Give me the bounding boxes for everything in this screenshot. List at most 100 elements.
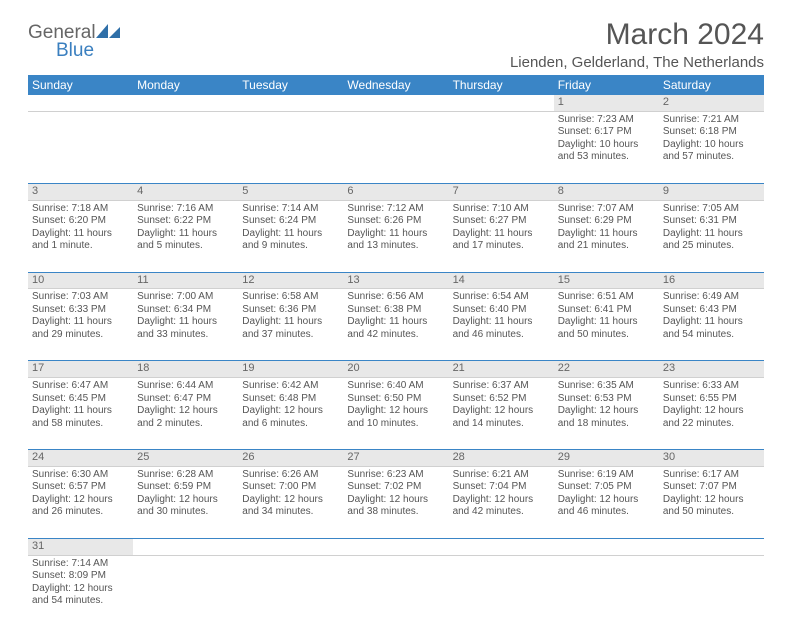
day-number: 27 [343,450,448,467]
daylight-text: Daylight: 11 hours and 33 minutes. [137,316,234,341]
day-number: 19 [238,361,343,378]
sunrise-text: Sunrise: 6:56 AM [347,291,444,304]
sunrise-text: Sunrise: 6:26 AM [242,469,339,482]
daynum-row: 12 [28,95,764,111]
day-cell [449,111,554,183]
daynum-row: 31 [28,538,764,555]
daylight-text: Daylight: 12 hours and 54 minutes. [32,583,129,608]
day-cell: Sunrise: 7:18 AMSunset: 6:20 PMDaylight:… [28,200,133,272]
content-row: Sunrise: 6:30 AMSunset: 6:57 PMDaylight:… [28,466,764,538]
sunrise-text: Sunrise: 6:51 AM [558,291,655,304]
sunset-text: Sunset: 6:53 PM [558,393,655,406]
daylight-text: Daylight: 12 hours and 46 minutes. [558,494,655,519]
calendar-table: Sunday Monday Tuesday Wednesday Thursday… [28,75,764,627]
sunrise-text: Sunrise: 7:23 AM [558,114,655,127]
title-block: March 2024 Lienden, Gelderland, The Neth… [510,18,764,71]
sail-icon [96,24,122,40]
day-cell: Sunrise: 6:21 AMSunset: 7:04 PMDaylight:… [449,466,554,538]
day-number: 16 [659,272,764,289]
sunset-text: Sunset: 6:26 PM [347,215,444,228]
sunrise-text: Sunrise: 7:16 AM [137,203,234,216]
sunrise-text: Sunrise: 7:10 AM [453,203,550,216]
sunset-text: Sunset: 6:40 PM [453,304,550,317]
day-cell: Sunrise: 6:17 AMSunset: 7:07 PMDaylight:… [659,466,764,538]
day-cell [449,555,554,627]
sunset-text: Sunset: 6:45 PM [32,393,129,406]
sunset-text: Sunset: 6:47 PM [137,393,234,406]
sunrise-text: Sunrise: 6:28 AM [137,469,234,482]
day-number [659,538,764,555]
header: General Blue March 2024 Lienden, Gelderl… [28,18,764,71]
daylight-text: Daylight: 11 hours and 1 minute. [32,228,129,253]
day-number: 25 [133,450,238,467]
day-cell: Sunrise: 7:07 AMSunset: 6:29 PMDaylight:… [554,200,659,272]
day-number: 8 [554,183,659,200]
sunset-text: Sunset: 6:38 PM [347,304,444,317]
sunset-text: Sunset: 6:22 PM [137,215,234,228]
weekday-header-row: Sunday Monday Tuesday Wednesday Thursday… [28,75,764,95]
sunrise-text: Sunrise: 6:30 AM [32,469,129,482]
sunrise-text: Sunrise: 6:47 AM [32,380,129,393]
daylight-text: Daylight: 11 hours and 29 minutes. [32,316,129,341]
daylight-text: Daylight: 12 hours and 30 minutes. [137,494,234,519]
sunrise-text: Sunrise: 7:12 AM [347,203,444,216]
sunset-text: Sunset: 6:34 PM [137,304,234,317]
daylight-text: Daylight: 12 hours and 38 minutes. [347,494,444,519]
daylight-text: Daylight: 11 hours and 17 minutes. [453,228,550,253]
day-number [449,95,554,111]
daylight-text: Daylight: 12 hours and 26 minutes. [32,494,129,519]
day-cell: Sunrise: 7:05 AMSunset: 6:31 PMDaylight:… [659,200,764,272]
sunset-text: Sunset: 6:33 PM [32,304,129,317]
daylight-text: Daylight: 12 hours and 42 minutes. [453,494,550,519]
daylight-text: Daylight: 12 hours and 34 minutes. [242,494,339,519]
sunset-text: Sunset: 6:52 PM [453,393,550,406]
daylight-text: Daylight: 10 hours and 57 minutes. [663,139,760,164]
day-cell: Sunrise: 6:56 AMSunset: 6:38 PMDaylight:… [343,289,448,361]
day-number [238,95,343,111]
weekday-header: Sunday [28,75,133,95]
sunset-text: Sunset: 6:43 PM [663,304,760,317]
daylight-text: Daylight: 12 hours and 2 minutes. [137,405,234,430]
day-number: 26 [238,450,343,467]
daylight-text: Daylight: 11 hours and 21 minutes. [558,228,655,253]
day-number [28,95,133,111]
sunset-text: Sunset: 6:27 PM [453,215,550,228]
sunset-text: Sunset: 6:18 PM [663,126,760,139]
day-cell [659,555,764,627]
day-cell: Sunrise: 6:47 AMSunset: 6:45 PMDaylight:… [28,378,133,450]
sunset-text: Sunset: 6:41 PM [558,304,655,317]
sunrise-text: Sunrise: 7:14 AM [32,558,129,571]
sunset-text: Sunset: 6:55 PM [663,393,760,406]
day-number: 23 [659,361,764,378]
sunset-text: Sunset: 6:17 PM [558,126,655,139]
day-cell: Sunrise: 6:58 AMSunset: 6:36 PMDaylight:… [238,289,343,361]
sunset-text: Sunset: 6:57 PM [32,481,129,494]
sunset-text: Sunset: 8:09 PM [32,570,129,583]
day-number: 15 [554,272,659,289]
day-number: 17 [28,361,133,378]
content-row: Sunrise: 7:18 AMSunset: 6:20 PMDaylight:… [28,200,764,272]
sunrise-text: Sunrise: 6:49 AM [663,291,760,304]
sunrise-text: Sunrise: 7:18 AM [32,203,129,216]
day-number: 5 [238,183,343,200]
sunrise-text: Sunrise: 7:21 AM [663,114,760,127]
sunrise-text: Sunrise: 7:07 AM [558,203,655,216]
daylight-text: Daylight: 11 hours and 9 minutes. [242,228,339,253]
day-cell [133,555,238,627]
day-number [343,538,448,555]
sunrise-text: Sunrise: 7:05 AM [663,203,760,216]
day-number: 14 [449,272,554,289]
day-cell: Sunrise: 6:44 AMSunset: 6:47 PMDaylight:… [133,378,238,450]
day-cell: Sunrise: 7:00 AMSunset: 6:34 PMDaylight:… [133,289,238,361]
day-number [133,538,238,555]
weekday-header: Tuesday [238,75,343,95]
content-row: Sunrise: 7:14 AMSunset: 8:09 PMDaylight:… [28,555,764,627]
daylight-text: Daylight: 10 hours and 53 minutes. [558,139,655,164]
daylight-text: Daylight: 11 hours and 42 minutes. [347,316,444,341]
day-number: 31 [28,538,133,555]
weekday-header: Saturday [659,75,764,95]
day-number: 29 [554,450,659,467]
day-cell: Sunrise: 6:19 AMSunset: 7:05 PMDaylight:… [554,466,659,538]
day-number: 20 [343,361,448,378]
day-cell: Sunrise: 7:03 AMSunset: 6:33 PMDaylight:… [28,289,133,361]
